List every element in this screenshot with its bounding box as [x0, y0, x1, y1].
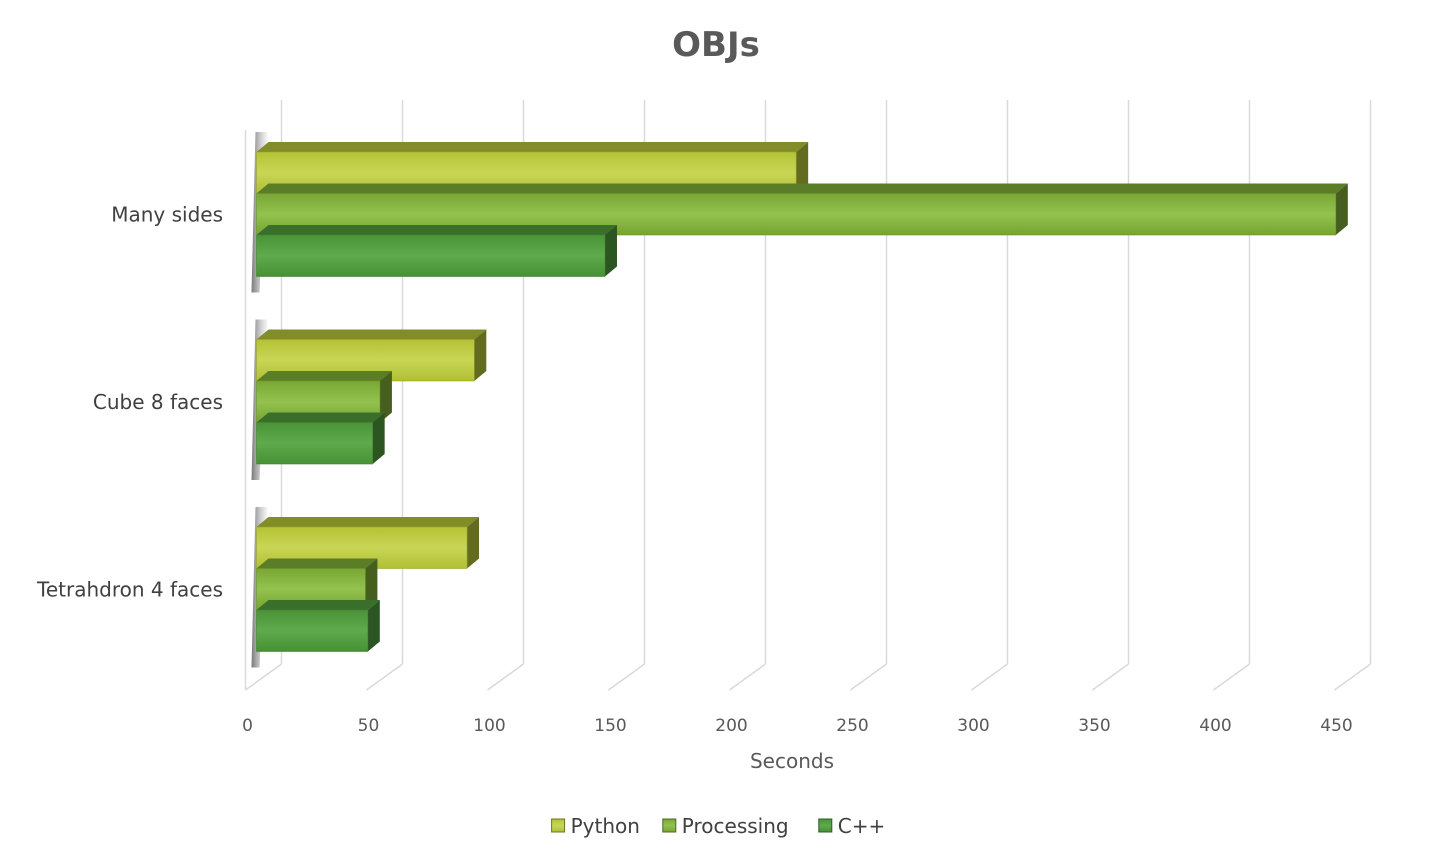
chart-title: OBJs [672, 25, 760, 65]
bar-top-face [256, 517, 480, 527]
x-tick-label: 100 [473, 716, 505, 736]
bar-top-face [256, 142, 809, 152]
bar-top-face [256, 225, 617, 235]
bar-side-face [367, 600, 380, 652]
grid-floor-line [971, 663, 1008, 691]
grid-floor-line [245, 663, 282, 691]
grid-floor-line [850, 663, 887, 691]
grid-floor-line [487, 663, 524, 691]
bar [256, 225, 617, 277]
legend-item: Python [551, 814, 640, 838]
bar-side-face [796, 142, 809, 194]
grid-floor-line [1213, 663, 1250, 691]
x-tick-label: 200 [715, 716, 747, 736]
x-axis-title: Seconds [750, 749, 834, 773]
x-tick-label: 450 [1320, 716, 1352, 736]
legend-swatch [662, 818, 677, 833]
bar-side-face [372, 412, 385, 464]
legend-label: Python [571, 814, 640, 838]
grid-floor-line [1092, 663, 1129, 691]
bar-top-face [256, 371, 392, 381]
x-tick-label: 150 [594, 716, 626, 736]
bar-side-face [365, 558, 378, 610]
category-label: Many sides [111, 202, 223, 226]
bar-front-face [256, 234, 606, 277]
bar-side-face [1335, 183, 1348, 235]
grid-floor-line [366, 663, 403, 691]
legend: Python Processing C++ [551, 814, 885, 838]
legend-swatch [818, 818, 833, 833]
bar-front-face [256, 422, 373, 465]
bar-front-face [256, 609, 369, 652]
legend-swatch [551, 818, 566, 833]
legend-item: C++ [818, 814, 885, 838]
bar-top-face [256, 412, 385, 423]
bars [256, 142, 1348, 652]
bar-side-face [604, 225, 617, 277]
legend-label: Processing [682, 814, 789, 838]
x-tick-label: 50 [358, 716, 380, 736]
grid-floor-line [608, 663, 645, 691]
category-label: Tetrahdron 4 faces [36, 577, 223, 601]
x-tick-label: 350 [1078, 716, 1110, 736]
category-labels: Many sides Cube 8 faces Tetrahdron 4 faces [36, 202, 223, 601]
legend-label: C++ [838, 814, 885, 838]
bar [256, 600, 380, 652]
grid-floor-line [1334, 663, 1371, 691]
category-label: Cube 8 faces [93, 390, 223, 414]
bar-side-face [379, 371, 392, 423]
x-tick-labels: 0 50 100 150 200 250 300 350 400 450 [242, 716, 1353, 736]
bar-side-face [474, 329, 487, 381]
bar-side-face [467, 517, 480, 569]
x-tick-label: 0 [242, 716, 253, 736]
bar-top-face [256, 558, 378, 569]
bar-top-face [256, 183, 1348, 194]
x-tick-label: 250 [836, 716, 868, 736]
x-tick-label: 300 [957, 716, 989, 736]
bar-top-face [256, 329, 487, 340]
legend-item: Processing [662, 814, 789, 838]
bar [256, 412, 385, 465]
x-tick-label: 400 [1199, 716, 1231, 736]
bar-top-face [256, 600, 380, 610]
grid-floor-line [729, 663, 766, 691]
